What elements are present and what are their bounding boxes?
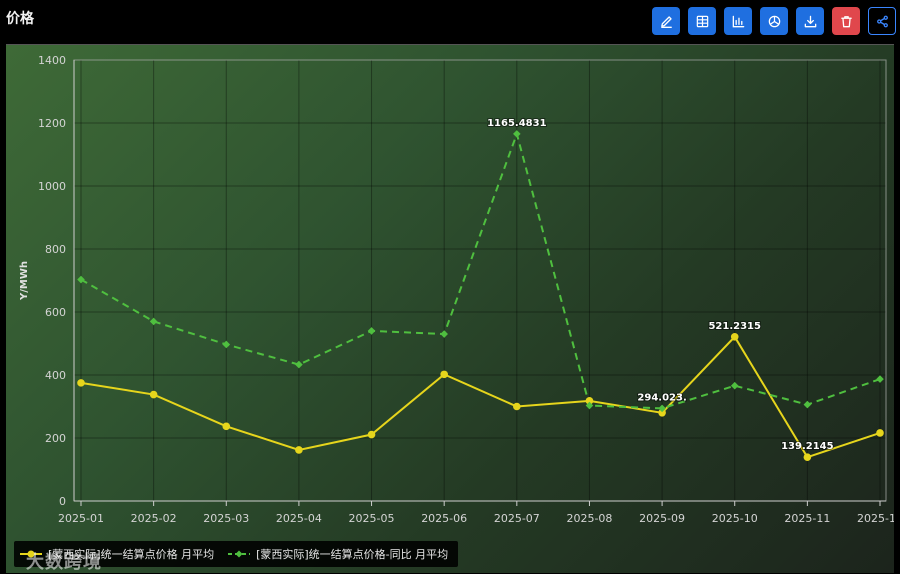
y-tick-label: 1400: [38, 54, 66, 67]
toolbar: [652, 7, 896, 35]
x-tick-label: 2025-09: [639, 512, 685, 525]
x-tick-label: 2025-03: [203, 512, 249, 525]
chart-panel: 0 200 400 600 800 1000 1200 1400 2025-01 2025-02 2…: [6, 44, 894, 573]
trash-icon: [840, 15, 852, 27]
share-icon: [876, 15, 888, 27]
data-label: 294.023.: [637, 392, 686, 403]
y-axis-label: Y/MWh: [19, 261, 30, 301]
data-point-series-1[interactable]: [440, 370, 448, 379]
x-tick-label: 2025-07: [494, 512, 540, 525]
data-point-series-1[interactable]: [367, 430, 376, 439]
y-tick-label: 1000: [38, 180, 66, 193]
data-point-series-2[interactable]: [295, 360, 303, 369]
data-label: 1165.4831: [487, 118, 547, 129]
data-point-series-2[interactable]: [367, 327, 376, 335]
data-point-series-1[interactable]: [513, 402, 521, 411]
legend-label-series-2: [蒙西实际]统一结算点价格-同比 月平均: [256, 548, 449, 561]
x-tick-label: 2025-04: [276, 512, 322, 525]
pie-chart-icon: [768, 15, 780, 27]
x-tick-label: 2025-11: [784, 512, 830, 525]
data-point-series-2[interactable]: [513, 130, 521, 138]
data-point-series-1[interactable]: [658, 409, 666, 417]
pie-chart-button[interactable]: [760, 7, 788, 35]
data-point-series-2[interactable]: [876, 375, 884, 383]
data-label: 139.2145: [781, 441, 834, 452]
legend-label-series-1: [蒙西实际]统一结算点价格 月平均: [48, 548, 215, 561]
page-title: 价格: [6, 11, 34, 27]
data-point-series-2[interactable]: [222, 340, 231, 349]
data-point-series-1[interactable]: [295, 446, 303, 454]
delete-button[interactable]: [832, 7, 860, 35]
data-point-series-2[interactable]: [585, 401, 594, 410]
data-point-series-1[interactable]: [803, 453, 812, 461]
data-point-series-2[interactable]: [658, 404, 666, 413]
line-chart: 0 200 400 600 800 1000 1200 1400 2025-01 2025-02 2…: [19, 54, 894, 525]
data-point-series-2[interactable]: [803, 400, 812, 409]
bar-chart-button[interactable]: [724, 7, 752, 35]
data-point-series-1[interactable]: [77, 379, 85, 387]
y-tick-label: 200: [45, 432, 66, 445]
data-point-series-2[interactable]: [77, 275, 85, 284]
share-button[interactable]: [868, 7, 896, 35]
legend-item-series-2[interactable]: [蒙西实际]统一结算点价格-同比 月平均: [228, 546, 448, 562]
x-tick-label: 2025-06: [421, 512, 467, 525]
data-point-series-2[interactable]: [440, 330, 448, 338]
data-point-series-1[interactable]: [585, 397, 594, 405]
data-point-series-2[interactable]: [730, 381, 739, 390]
legend-item-series-1[interactable]: [蒙西实际]统一结算点价格 月平均: [20, 546, 214, 562]
x-tick-label: 2025-10: [712, 512, 758, 525]
data-label: 521.2315: [708, 321, 761, 332]
y-tick-label: 400: [45, 369, 66, 382]
legend-swatch-diamond: [228, 550, 251, 558]
data-point-series-1[interactable]: [222, 422, 231, 431]
data-point-series-1[interactable]: [730, 333, 739, 341]
table-view-button[interactable]: [688, 7, 716, 35]
bar-chart-icon: [732, 15, 744, 27]
x-tick-label: 2025-05: [349, 512, 395, 525]
table-icon: [696, 15, 708, 27]
y-tick-label: 1200: [38, 117, 66, 130]
x-tick-label: 2025-01: [58, 512, 104, 525]
x-tick-label: 2025-12: [857, 512, 894, 525]
edit-button[interactable]: [652, 7, 680, 35]
series-line-2: [80, 130, 881, 410]
data-point-series-1[interactable]: [876, 429, 884, 437]
legend-swatch-circle: [20, 550, 42, 558]
plot-frame: [73, 59, 887, 502]
x-tick-label: 2025-02: [131, 512, 177, 525]
y-tick-label: 0: [59, 495, 66, 508]
y-tick-label: 600: [45, 306, 66, 319]
pencil-icon: [660, 15, 672, 28]
y-tick-label: 800: [45, 243, 66, 256]
x-tick-label: 2025-08: [566, 512, 612, 525]
download-icon: [804, 15, 816, 27]
data-point-series-1[interactable]: [149, 390, 158, 399]
data-point-series-2[interactable]: [149, 317, 158, 326]
download-button[interactable]: [796, 7, 824, 35]
chart-legend: [蒙西实际]统一结算点价格 月平均 [蒙西实际]统一结算点价格-同比 月平均: [14, 541, 459, 567]
series-line-1: [80, 335, 881, 459]
